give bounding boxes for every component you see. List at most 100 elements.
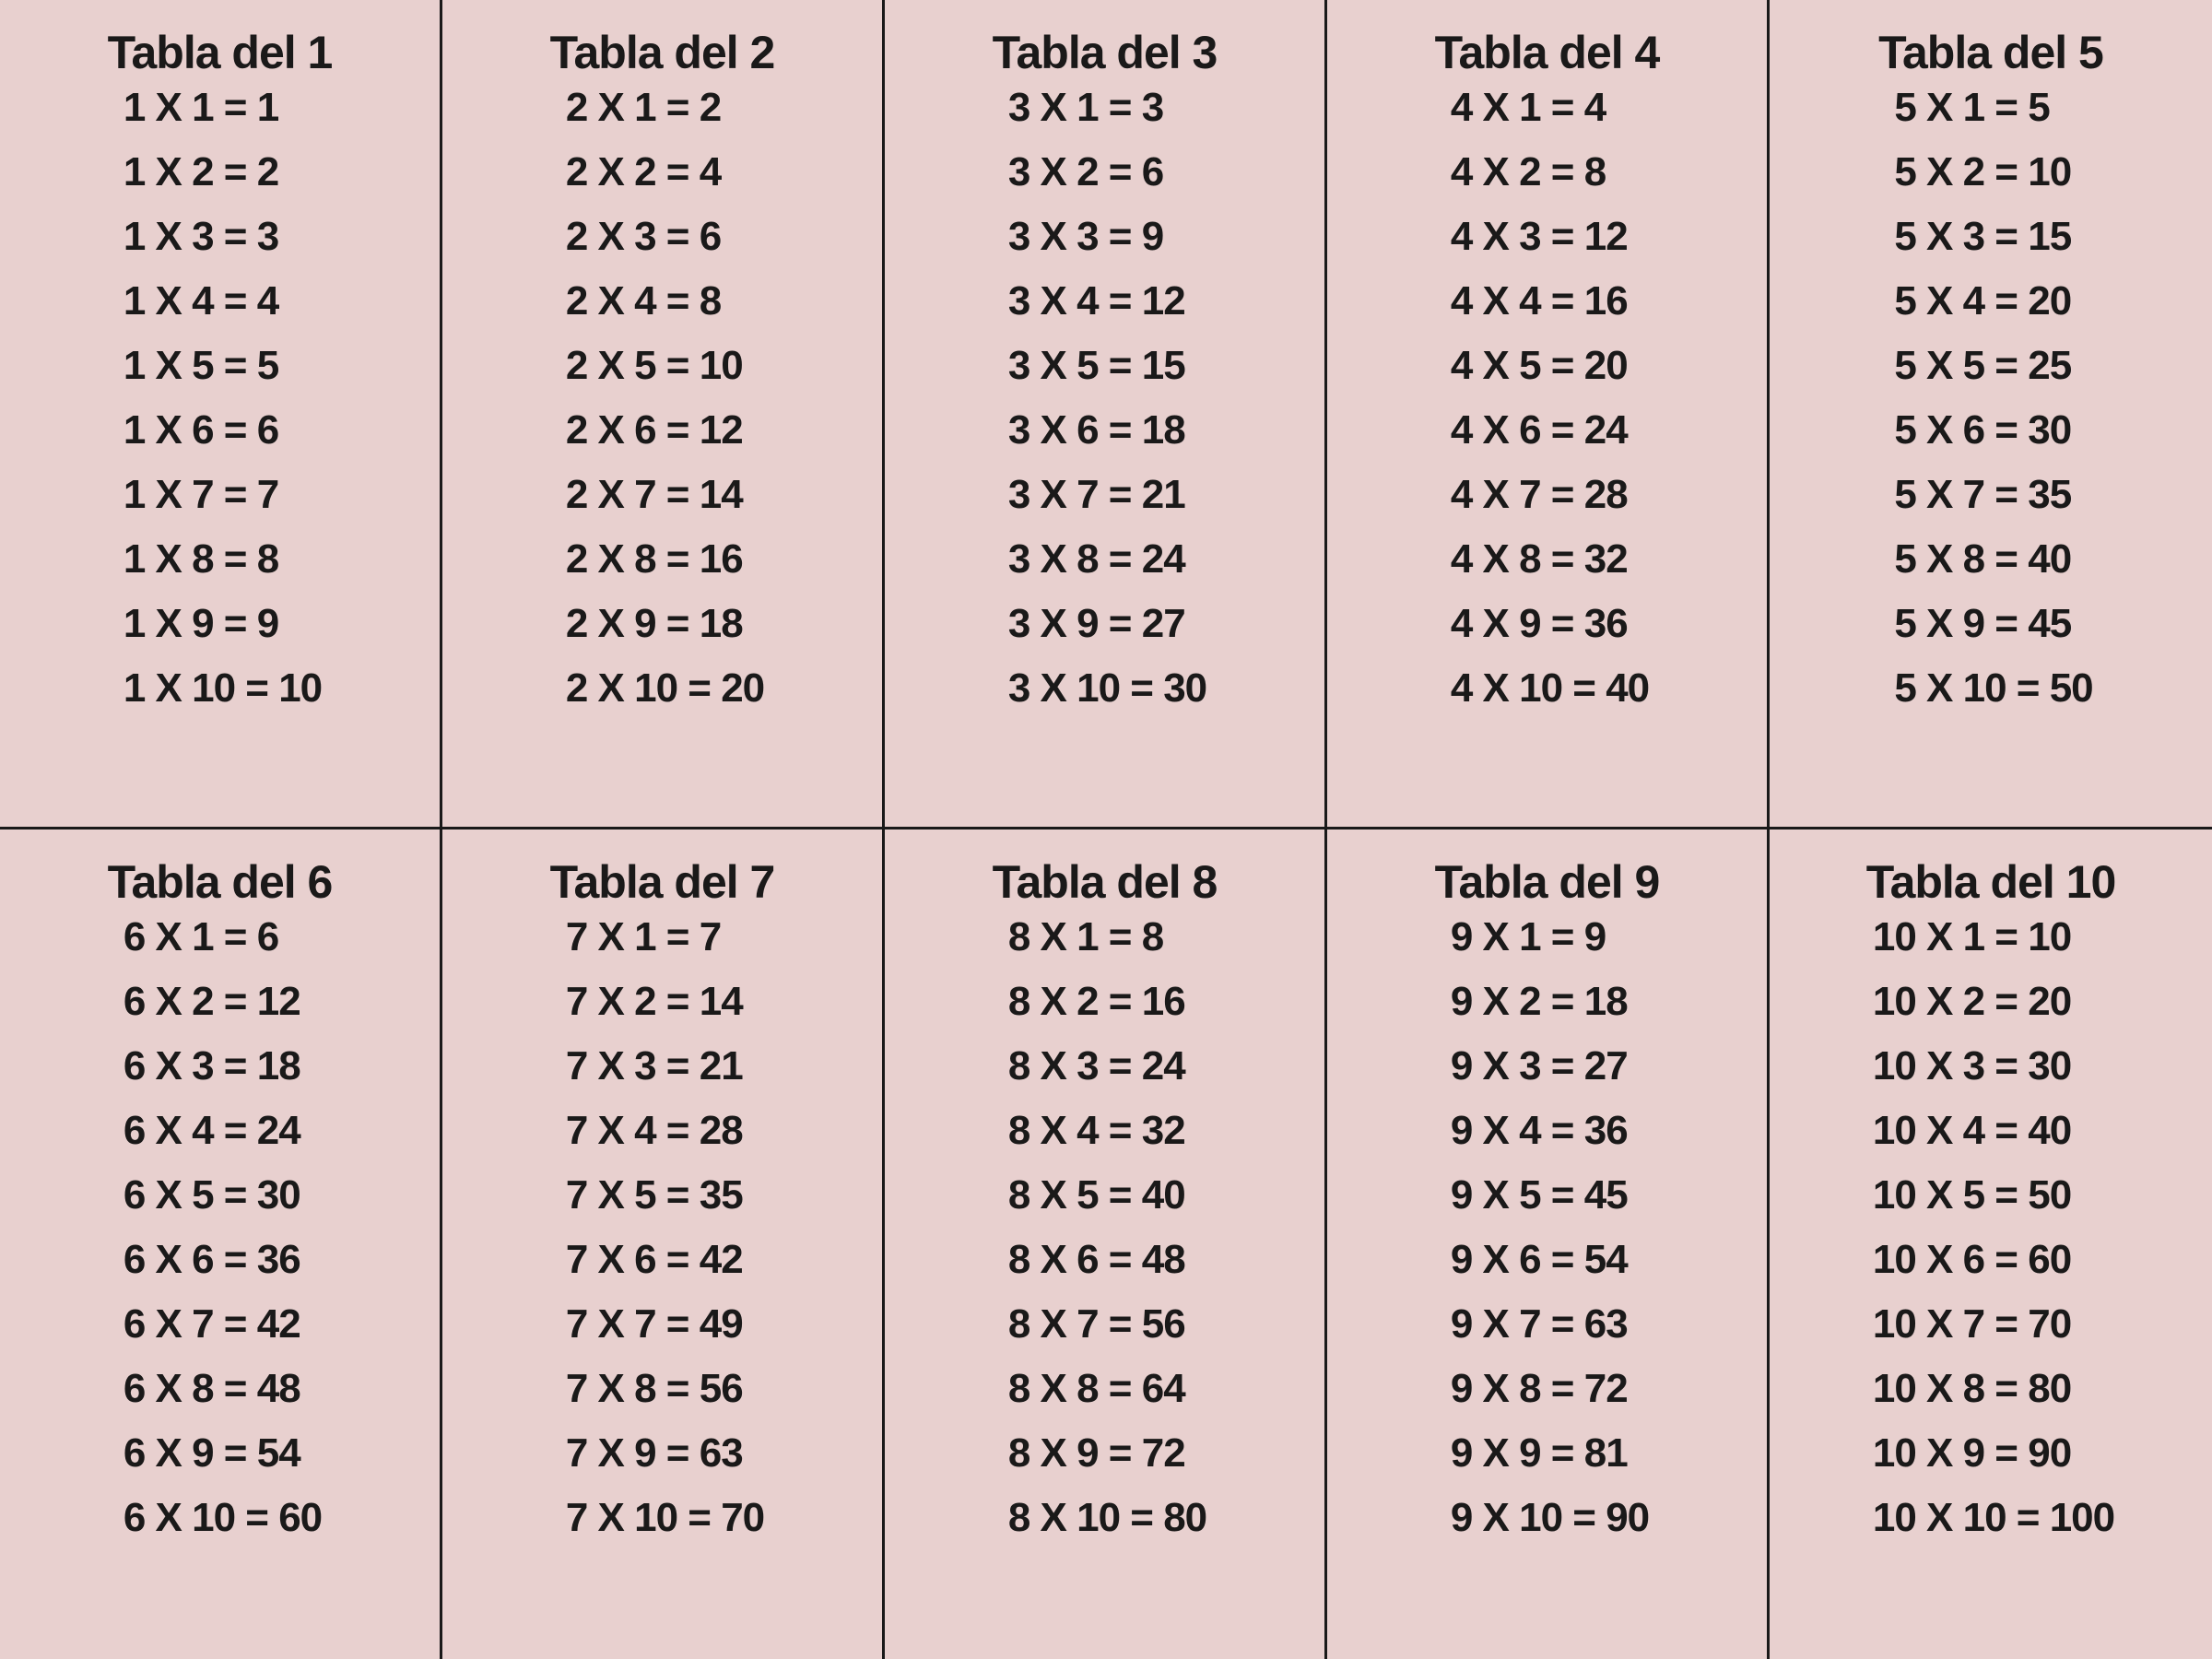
table-row: 5 X 10 = 50 — [1894, 665, 2092, 712]
table-row: 6 X 7 = 42 — [124, 1301, 300, 1347]
table-row: 8 X 2 = 16 — [1008, 979, 1185, 1025]
table-title: Tabla del 9 — [1435, 855, 1660, 909]
table-row: 5 X 2 = 10 — [1894, 149, 2071, 195]
table-row: 3 X 8 = 24 — [1008, 536, 1185, 582]
table-rows: 4 X 1 = 4 4 X 2 = 8 4 X 3 = 12 4 X 4 = 1… — [1445, 85, 1649, 712]
table-row: 4 X 8 = 32 — [1451, 536, 1628, 582]
table-row: 3 X 2 = 6 — [1008, 149, 1163, 195]
table-row: 6 X 8 = 48 — [124, 1366, 300, 1412]
table-row: 7 X 8 = 56 — [566, 1366, 743, 1412]
table-row: 3 X 9 = 27 — [1008, 601, 1185, 647]
table-row: 4 X 5 = 20 — [1451, 343, 1628, 389]
table-title: Tabla del 2 — [550, 26, 775, 79]
table-row: 5 X 8 = 40 — [1894, 536, 2071, 582]
table-row: 9 X 7 = 63 — [1451, 1301, 1628, 1347]
table-cell-5: Tabla del 5 5 X 1 = 5 5 X 2 = 10 5 X 3 =… — [1770, 0, 2212, 830]
table-row: 10 X 5 = 50 — [1873, 1172, 2071, 1218]
table-row: 4 X 9 = 36 — [1451, 601, 1628, 647]
table-rows: 3 X 1 = 3 3 X 2 = 6 3 X 3 = 9 3 X 4 = 12… — [1003, 85, 1206, 712]
table-row: 9 X 8 = 72 — [1451, 1366, 1628, 1412]
table-rows: 2 X 1 = 2 2 X 2 = 4 2 X 3 = 6 2 X 4 = 8 … — [560, 85, 764, 712]
table-row: 5 X 5 = 25 — [1894, 343, 2071, 389]
table-rows: 7 X 1 = 7 7 X 2 = 14 7 X 3 = 21 7 X 4 = … — [560, 914, 764, 1541]
table-row: 5 X 9 = 45 — [1894, 601, 2071, 647]
table-row: 10 X 1 = 10 — [1873, 914, 2071, 960]
table-row: 7 X 5 = 35 — [566, 1172, 743, 1218]
table-row: 7 X 9 = 63 — [566, 1430, 743, 1477]
table-row: 3 X 10 = 30 — [1008, 665, 1206, 712]
table-row: 7 X 1 = 7 — [566, 914, 721, 960]
table-row: 1 X 9 = 9 — [124, 601, 278, 647]
table-row: 3 X 1 = 3 — [1008, 85, 1163, 131]
table-row: 6 X 5 = 30 — [124, 1172, 300, 1218]
table-row: 1 X 8 = 8 — [124, 536, 278, 582]
table-row: 2 X 5 = 10 — [566, 343, 743, 389]
table-row: 5 X 4 = 20 — [1894, 278, 2071, 324]
table-row: 6 X 10 = 60 — [124, 1495, 322, 1541]
table-row: 8 X 3 = 24 — [1008, 1043, 1185, 1089]
table-row: 2 X 10 = 20 — [566, 665, 764, 712]
table-row: 1 X 4 = 4 — [124, 278, 278, 324]
table-row: 2 X 9 = 18 — [566, 601, 743, 647]
table-row: 10 X 10 = 100 — [1873, 1495, 2114, 1541]
table-row: 4 X 3 = 12 — [1451, 214, 1628, 260]
table-row: 2 X 7 = 14 — [566, 472, 743, 518]
table-row: 9 X 3 = 27 — [1451, 1043, 1628, 1089]
table-row: 4 X 10 = 40 — [1451, 665, 1649, 712]
table-title: Tabla del 10 — [1866, 855, 2116, 909]
table-row: 6 X 2 = 12 — [124, 979, 300, 1025]
table-row: 4 X 1 = 4 — [1451, 85, 1606, 131]
table-rows: 6 X 1 = 6 6 X 2 = 12 6 X 3 = 18 6 X 4 = … — [118, 914, 322, 1541]
table-row: 8 X 5 = 40 — [1008, 1172, 1185, 1218]
table-cell-2: Tabla del 2 2 X 1 = 2 2 X 2 = 4 2 X 3 = … — [442, 0, 885, 830]
table-row: 6 X 9 = 54 — [124, 1430, 300, 1477]
table-row: 8 X 7 = 56 — [1008, 1301, 1185, 1347]
table-row: 3 X 4 = 12 — [1008, 278, 1185, 324]
table-row: 7 X 4 = 28 — [566, 1108, 743, 1154]
table-cell-3: Tabla del 3 3 X 1 = 3 3 X 2 = 6 3 X 3 = … — [885, 0, 1327, 830]
table-title: Tabla del 3 — [993, 26, 1218, 79]
table-row: 10 X 4 = 40 — [1873, 1108, 2071, 1154]
table-row: 2 X 6 = 12 — [566, 407, 743, 453]
table-row: 10 X 9 = 90 — [1873, 1430, 2071, 1477]
table-row: 2 X 4 = 8 — [566, 278, 721, 324]
table-row: 6 X 1 = 6 — [124, 914, 278, 960]
table-row: 2 X 1 = 2 — [566, 85, 721, 131]
table-row: 1 X 3 = 3 — [124, 214, 278, 260]
table-title: Tabla del 1 — [108, 26, 333, 79]
table-row: 8 X 9 = 72 — [1008, 1430, 1185, 1477]
table-rows: 8 X 1 = 8 8 X 2 = 16 8 X 3 = 24 8 X 4 = … — [1003, 914, 1206, 1541]
table-row: 1 X 7 = 7 — [124, 472, 278, 518]
table-cell-4: Tabla del 4 4 X 1 = 4 4 X 2 = 8 4 X 3 = … — [1327, 0, 1770, 830]
table-row: 3 X 5 = 15 — [1008, 343, 1185, 389]
table-row: 9 X 1 = 9 — [1451, 914, 1606, 960]
table-cell-10: Tabla del 10 10 X 1 = 10 10 X 2 = 20 10 … — [1770, 830, 2212, 1659]
table-row: 1 X 6 = 6 — [124, 407, 278, 453]
table-row: 9 X 6 = 54 — [1451, 1237, 1628, 1283]
table-row: 7 X 7 = 49 — [566, 1301, 743, 1347]
table-row: 5 X 3 = 15 — [1894, 214, 2071, 260]
table-cell-1: Tabla del 1 1 X 1 = 1 1 X 2 = 2 1 X 3 = … — [0, 0, 442, 830]
table-row: 6 X 4 = 24 — [124, 1108, 300, 1154]
table-row: 5 X 1 = 5 — [1894, 85, 2049, 131]
table-row: 10 X 8 = 80 — [1873, 1366, 2071, 1412]
table-row: 1 X 5 = 5 — [124, 343, 278, 389]
table-row: 10 X 3 = 30 — [1873, 1043, 2071, 1089]
table-row: 10 X 7 = 70 — [1873, 1301, 2071, 1347]
table-row: 1 X 2 = 2 — [124, 149, 278, 195]
table-row: 4 X 6 = 24 — [1451, 407, 1628, 453]
table-row: 8 X 10 = 80 — [1008, 1495, 1206, 1541]
table-title: Tabla del 4 — [1435, 26, 1660, 79]
table-title: Tabla del 7 — [550, 855, 775, 909]
table-rows: 1 X 1 = 1 1 X 2 = 2 1 X 3 = 3 1 X 4 = 4 … — [118, 85, 322, 712]
table-title: Tabla del 8 — [993, 855, 1218, 909]
table-row: 9 X 2 = 18 — [1451, 979, 1628, 1025]
table-row: 9 X 4 = 36 — [1451, 1108, 1628, 1154]
table-row: 3 X 3 = 9 — [1008, 214, 1163, 260]
table-row: 2 X 2 = 4 — [566, 149, 721, 195]
table-row: 5 X 6 = 30 — [1894, 407, 2071, 453]
table-row: 9 X 10 = 90 — [1451, 1495, 1649, 1541]
table-row: 7 X 3 = 21 — [566, 1043, 743, 1089]
table-row: 7 X 2 = 14 — [566, 979, 743, 1025]
table-row: 8 X 8 = 64 — [1008, 1366, 1185, 1412]
